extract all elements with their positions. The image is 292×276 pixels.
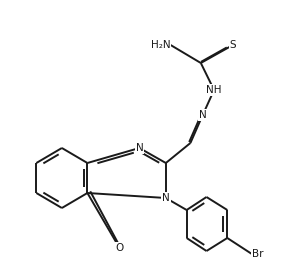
- Text: S: S: [230, 40, 236, 50]
- Text: NH: NH: [206, 85, 222, 95]
- Text: O: O: [115, 243, 124, 253]
- Text: Br: Br: [252, 249, 263, 259]
- Text: N: N: [135, 143, 143, 153]
- Text: N: N: [162, 193, 170, 203]
- Text: N: N: [199, 110, 206, 120]
- Text: H₂N: H₂N: [151, 40, 171, 50]
